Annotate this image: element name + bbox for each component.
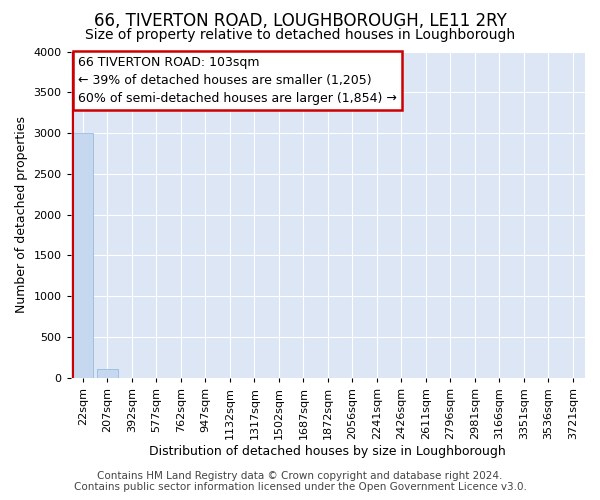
Text: Contains HM Land Registry data © Crown copyright and database right 2024.
Contai: Contains HM Land Registry data © Crown c… bbox=[74, 471, 526, 492]
Text: 66, TIVERTON ROAD, LOUGHBOROUGH, LE11 2RY: 66, TIVERTON ROAD, LOUGHBOROUGH, LE11 2R… bbox=[94, 12, 506, 30]
Bar bbox=[73, 133, 94, 378]
Text: 66 TIVERTON ROAD: 103sqm
← 39% of detached houses are smaller (1,205)
60% of sem: 66 TIVERTON ROAD: 103sqm ← 39% of detach… bbox=[79, 56, 397, 106]
Text: Size of property relative to detached houses in Loughborough: Size of property relative to detached ho… bbox=[85, 28, 515, 42]
Bar bbox=[97, 369, 118, 378]
X-axis label: Distribution of detached houses by size in Loughborough: Distribution of detached houses by size … bbox=[149, 444, 506, 458]
Y-axis label: Number of detached properties: Number of detached properties bbox=[15, 116, 28, 313]
